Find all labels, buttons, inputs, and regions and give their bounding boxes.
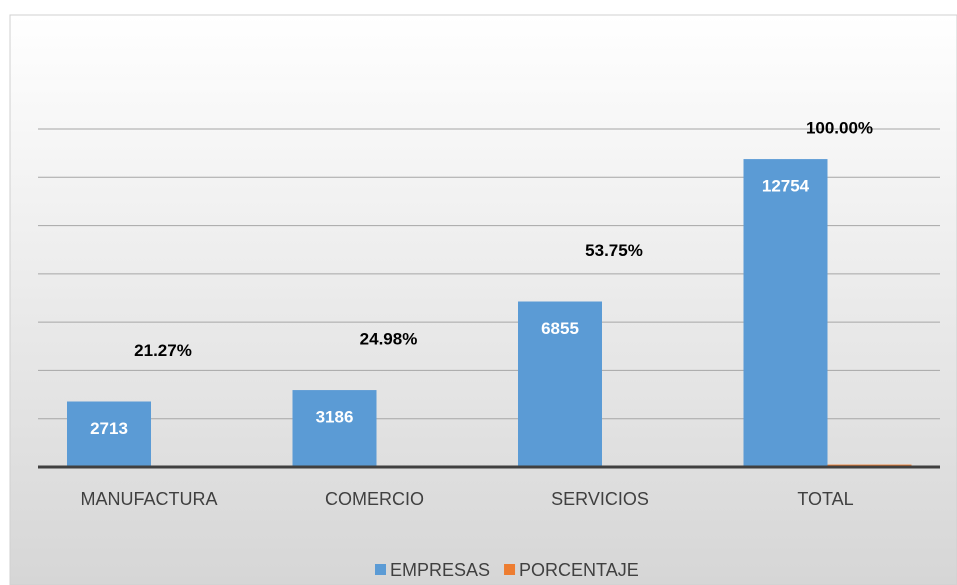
- legend-label: EMPRESAS: [390, 560, 490, 580]
- data-label: 21.27%: [134, 341, 192, 360]
- legend-swatch: [375, 564, 386, 575]
- data-label: 24.98%: [360, 330, 418, 349]
- data-label: 100.00%: [806, 118, 873, 137]
- x-tick-label: SERVICIOS: [551, 489, 649, 509]
- bar: [292, 390, 377, 467]
- data-label: 6855: [541, 319, 579, 338]
- bar: [518, 301, 602, 467]
- legend-label: PORCENTAJE: [519, 560, 639, 580]
- x-tick-label: TOTAL: [797, 489, 853, 509]
- bar: [67, 401, 151, 467]
- x-tick-label: MANUFACTURA: [80, 489, 217, 509]
- bar: [743, 159, 828, 467]
- legend-swatch: [504, 564, 516, 575]
- data-label: 3186: [316, 408, 354, 427]
- x-tick-label: COMERCIO: [325, 489, 424, 509]
- data-label: 12754: [762, 177, 810, 196]
- data-label: 53.75%: [585, 241, 643, 260]
- data-label: 2713: [90, 419, 128, 438]
